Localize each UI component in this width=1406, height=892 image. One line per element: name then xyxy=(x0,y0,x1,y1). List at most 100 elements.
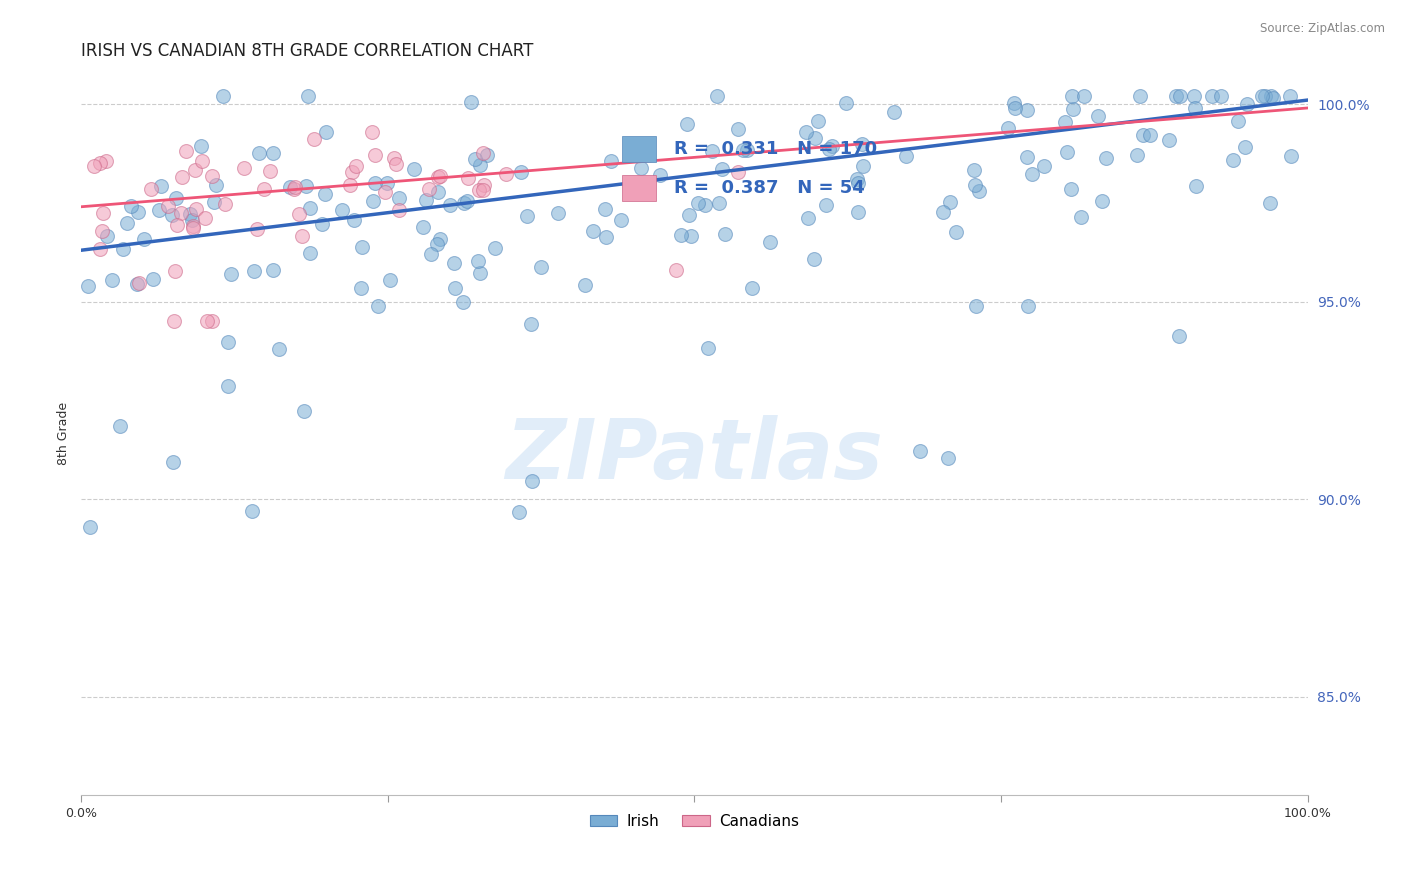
Point xyxy=(846,176,869,190)
Point xyxy=(516,210,538,224)
Point xyxy=(707,196,730,211)
Point xyxy=(243,264,266,278)
Point xyxy=(361,125,384,139)
Point xyxy=(79,520,101,534)
Point xyxy=(547,206,569,220)
Point xyxy=(741,281,763,295)
Point xyxy=(443,280,465,294)
Point xyxy=(120,198,142,212)
Point xyxy=(467,253,489,268)
Point xyxy=(162,314,184,328)
Point xyxy=(965,300,987,314)
Point xyxy=(1017,299,1039,313)
Point xyxy=(96,229,118,244)
Point xyxy=(101,273,124,287)
Point xyxy=(574,277,596,292)
Point xyxy=(415,193,437,207)
Point xyxy=(170,170,193,185)
Point xyxy=(429,169,451,184)
Point xyxy=(350,240,373,254)
Point xyxy=(630,161,652,175)
Point xyxy=(910,443,932,458)
Point xyxy=(815,198,838,212)
Point xyxy=(834,95,856,110)
Point xyxy=(468,158,491,172)
Point xyxy=(1062,103,1084,117)
Point xyxy=(426,237,449,252)
Point xyxy=(247,146,270,161)
Point xyxy=(418,182,440,196)
Point xyxy=(1062,89,1084,103)
Point xyxy=(851,137,873,152)
Point xyxy=(361,194,384,209)
Point xyxy=(1129,89,1152,103)
Point xyxy=(170,206,193,220)
Point xyxy=(1002,96,1025,111)
Point xyxy=(1073,89,1095,103)
Point xyxy=(700,144,723,158)
Point xyxy=(1185,179,1208,194)
Point xyxy=(671,228,693,243)
Text: IRISH VS CANADIAN 8TH GRADE CORRELATION CHART: IRISH VS CANADIAN 8TH GRADE CORRELATION … xyxy=(82,42,534,60)
Point xyxy=(495,167,517,181)
Point xyxy=(217,335,239,350)
Point xyxy=(1211,89,1233,103)
Point xyxy=(165,264,187,278)
Point xyxy=(456,194,478,208)
Point xyxy=(595,230,617,244)
Point xyxy=(735,144,758,158)
Point xyxy=(156,199,179,213)
Point xyxy=(817,142,839,156)
Point xyxy=(364,176,387,190)
Point xyxy=(509,165,531,179)
Point xyxy=(936,450,959,465)
Point xyxy=(1182,89,1205,103)
Point xyxy=(1164,89,1187,103)
Point xyxy=(233,161,256,176)
Point xyxy=(162,455,184,469)
Point xyxy=(727,164,749,178)
Point xyxy=(184,202,207,216)
Point xyxy=(190,153,212,168)
Point xyxy=(1126,147,1149,161)
Point xyxy=(202,194,225,209)
Y-axis label: 8th Grade: 8th Grade xyxy=(58,402,70,466)
Point xyxy=(259,164,281,178)
Point xyxy=(457,171,479,186)
Point xyxy=(83,159,105,173)
Point xyxy=(938,195,960,210)
Point xyxy=(460,95,482,109)
Point xyxy=(758,235,780,250)
Point xyxy=(845,171,868,186)
Point xyxy=(1278,89,1301,103)
Point xyxy=(378,273,401,287)
Point xyxy=(1087,109,1109,123)
Point xyxy=(292,404,315,418)
Point xyxy=(475,148,498,162)
Point xyxy=(484,241,506,255)
Point xyxy=(894,149,917,163)
Point xyxy=(205,178,228,192)
Point xyxy=(820,139,842,153)
Point xyxy=(797,211,820,225)
Point xyxy=(1132,128,1154,143)
Point xyxy=(852,159,875,173)
Point xyxy=(298,201,321,215)
Point xyxy=(582,225,605,239)
Point xyxy=(650,169,672,183)
Point xyxy=(519,318,541,332)
Point xyxy=(195,314,218,328)
Point xyxy=(711,161,734,176)
Point xyxy=(1139,128,1161,143)
Point xyxy=(311,217,333,231)
Point xyxy=(803,252,825,267)
Point xyxy=(367,300,389,314)
Point xyxy=(219,267,242,281)
Point xyxy=(179,207,201,221)
Point xyxy=(246,221,269,235)
Point xyxy=(375,176,398,190)
Point xyxy=(600,153,623,168)
Point xyxy=(471,183,494,197)
Point xyxy=(240,504,263,518)
Point xyxy=(181,221,204,235)
